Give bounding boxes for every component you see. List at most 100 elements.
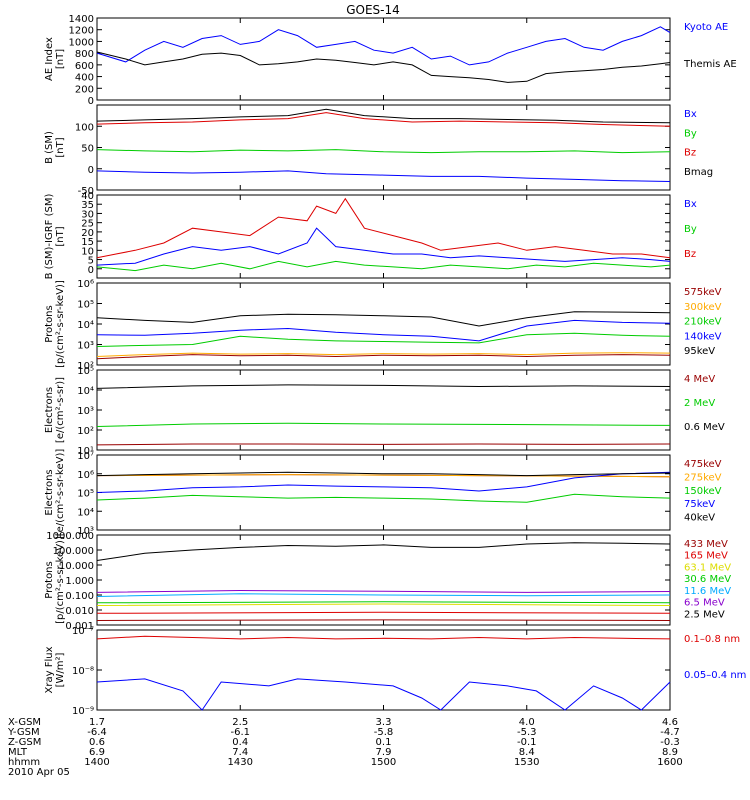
legend-entry: 2 MeV	[684, 398, 715, 409]
y-tick-label: 0	[88, 165, 94, 176]
y-tick-label: 100	[75, 122, 94, 133]
legend-entry: 475keV	[684, 459, 722, 470]
y-tick-label: 40	[81, 191, 94, 202]
legend-entry: 40keV	[684, 513, 715, 524]
legend-entry: 75keV	[684, 499, 715, 510]
series-line-210kev	[96, 332, 671, 347]
series-line-165-mev	[96, 611, 671, 614]
panel-frame	[96, 104, 671, 191]
legend-entry: 275keV	[684, 472, 722, 483]
y-axis-label: Protons[p/(cm²-s-sr-keV)]	[44, 280, 66, 368]
x-axis-value: 7.9	[376, 747, 392, 758]
legend-entry: 0.05–0.4 nm	[684, 670, 746, 681]
legend-entry: Bz	[684, 148, 696, 159]
legend-entry: By	[684, 128, 697, 139]
x-axis-value: 7.4	[232, 747, 248, 758]
y-tick-label: 15	[81, 237, 94, 248]
y-axis-label: AE Index[nT]	[44, 37, 66, 81]
legend-entry: 4 MeV	[684, 374, 715, 385]
x-axis-value: -6.1	[230, 727, 250, 738]
series-line-bmag	[96, 108, 671, 124]
legend-entry: 95keV	[684, 346, 715, 357]
y-tick-label: 10.000	[59, 561, 94, 572]
y-axis-label: Electrons[e/(cm²-s-sr)]	[44, 377, 66, 443]
y-tick-label: 200	[75, 84, 94, 95]
panel-frame	[96, 534, 671, 626]
legend-entry: Kyoto AE	[684, 22, 728, 33]
y-tick-label: 30	[81, 209, 94, 220]
series-line-0-6-mev	[96, 384, 671, 389]
x-axis-value: 8.9	[662, 747, 678, 758]
y-tick-label: 400	[75, 73, 94, 84]
series-line-433-mev	[96, 619, 671, 621]
series-line-300kev	[96, 352, 671, 357]
legend-entry: Bmag	[684, 167, 713, 178]
series-line-275kev	[96, 474, 671, 478]
y-tick-label: 10³	[77, 526, 94, 537]
series-line-4-mev	[96, 443, 671, 446]
x-axis-row-label: X-GSM	[8, 717, 41, 728]
y-tick-label: 5	[88, 256, 94, 267]
series-line-40kev	[96, 471, 671, 477]
legend-entry: 0.1–0.8 nm	[684, 634, 740, 645]
legend-entry: Bx	[684, 199, 697, 210]
legend-entry: 210keV	[684, 317, 722, 328]
y-tick-label: 10⁵	[77, 366, 94, 377]
y-axis-label: B (SM)-IGRF (SM)[nT]	[44, 194, 66, 280]
y-tick-label: 0.001	[65, 621, 94, 632]
legend-entry: 300keV	[684, 302, 722, 313]
x-axis-row-label: Z-GSM	[8, 737, 41, 748]
series-line-575kev	[96, 354, 671, 360]
y-tick-label: 10³	[77, 406, 94, 417]
chart-title: GOES-14	[346, 3, 400, 17]
x-axis-row-label: hhmm	[8, 757, 40, 768]
series-line-95kev	[96, 311, 671, 327]
y-tick-label: 10⁻⁹	[72, 706, 94, 717]
legend-entry: By	[684, 224, 697, 235]
x-axis-value: 0.1	[376, 737, 392, 748]
y-tick-label: 10⁶	[77, 470, 94, 481]
y-axis-label: Protons[p/(cm²-s-sr-keV)]	[44, 536, 66, 624]
y-tick-label: 25	[81, 219, 94, 230]
y-tick-label: 10⁴	[77, 386, 94, 397]
y-tick-label: 0	[88, 96, 94, 107]
x-axis-value: 6.9	[89, 747, 105, 758]
date-label: 2010 Apr 05	[8, 767, 70, 778]
panel-8: 10⁻⁹ 10⁻⁸ 10⁻⁷ Xray Flux[W/m²] 0.1–0.8 nm 0.0…	[44, 626, 746, 717]
legend-entry: 433 MeV	[684, 539, 728, 550]
x-axis-value: 0.4	[232, 737, 248, 748]
y-tick-label: 1400	[69, 14, 94, 25]
y-tick-label: -50	[78, 186, 94, 197]
legend-entry: 30.6 MeV	[684, 574, 731, 585]
panel-6: 10³ 10⁴ 10⁵ 10⁶ 10⁷ Electrons[e/(cm²-s-sr-keV…	[44, 449, 722, 537]
x-axis-value: 1430	[228, 757, 253, 768]
panel-frame	[96, 369, 671, 451]
x-axis-value: 1600	[657, 757, 682, 768]
x-axis-value: -6.4	[87, 727, 107, 738]
y-tick-label: 0.100	[65, 591, 94, 602]
y-tick-label: 10¹	[77, 446, 94, 457]
x-axis-value: -0.3	[660, 737, 680, 748]
series-line-bx	[96, 227, 671, 266]
y-tick-label: 10⁴	[77, 320, 94, 331]
series-line-150kev	[96, 493, 671, 503]
series-line-6-5-mev	[96, 589, 671, 593]
y-tick-label: 1000.000	[46, 531, 94, 542]
x-axis-value: 1.7	[89, 717, 105, 728]
y-tick-label: 100.000	[53, 546, 94, 557]
y-tick-label: 1000	[69, 37, 94, 48]
y-tick-label: 10³	[77, 341, 94, 352]
y-tick-label: 10⁷	[77, 451, 94, 462]
panel-frame	[96, 454, 671, 531]
y-tick-label: 20	[81, 228, 94, 239]
series-line-63-1-mev	[96, 603, 671, 606]
y-tick-label: 800	[75, 49, 94, 60]
y-tick-label: 10	[81, 246, 94, 257]
series-line-bz	[96, 197, 671, 259]
x-axis-value: 3.3	[376, 717, 392, 728]
y-tick-label: 10²	[77, 361, 94, 372]
series-line-30-6-mev	[96, 601, 671, 604]
